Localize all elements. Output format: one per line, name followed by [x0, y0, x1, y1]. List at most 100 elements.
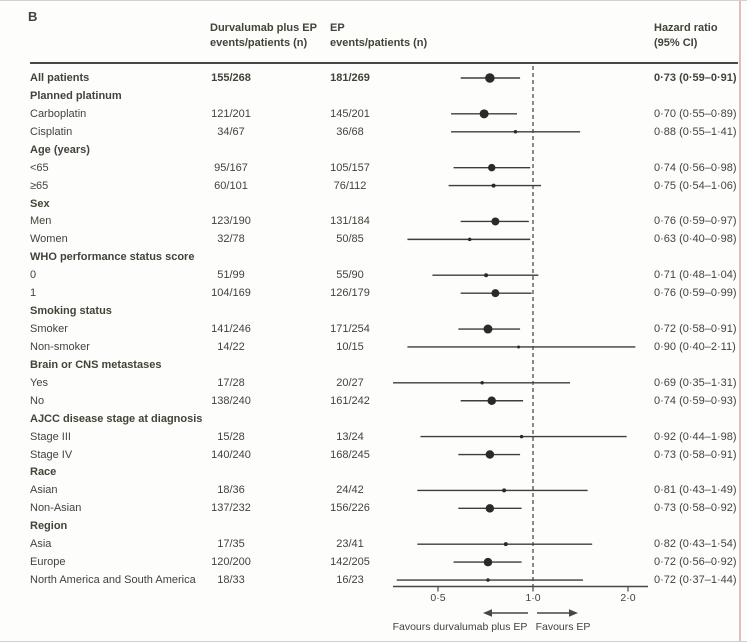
- control-events-value: 13/24: [336, 430, 364, 443]
- column-header-hazard-ratio: Hazard ratio (95% CI): [654, 21, 718, 51]
- subgroup-label: Yes: [30, 376, 48, 389]
- treatment-events-value: 60/101: [214, 179, 248, 192]
- hr-marker: [467, 237, 472, 242]
- hr-marker: [502, 488, 507, 493]
- treatment-events-value: 17/28: [217, 376, 245, 389]
- scan-edge-line: [739, 1, 741, 641]
- treatment-events-value: 141/246: [211, 323, 251, 336]
- treatment-events-value: 155/268: [211, 72, 251, 84]
- hr-marker: [491, 217, 500, 226]
- control-events-value: 168/245: [330, 448, 370, 461]
- hazard-ratio-value: 0·74 (0·56–0·98): [654, 161, 737, 174]
- hr-marker: [517, 345, 521, 349]
- subgroup-label: AJCC disease stage at diagnosis: [30, 412, 203, 425]
- subgroup-label: Stage III: [30, 430, 71, 443]
- hr-marker: [483, 324, 493, 334]
- column-header-control-line2: events/patients (n): [330, 37, 428, 49]
- subgroup-label: Europe: [30, 556, 66, 569]
- column-header-treatment: Durvalumab plus EP events/patients (n): [210, 21, 317, 51]
- hr-marker: [485, 450, 495, 459]
- subgroup-label: Age (years): [30, 143, 90, 156]
- column-header-treatment-line2: events/patients (n): [210, 37, 308, 49]
- control-events-value: 171/254: [330, 323, 370, 336]
- subgroup-label: Non-Asian: [30, 502, 82, 515]
- subgroup-label: Sex: [30, 197, 50, 210]
- favours-left-label: Favours durvalumab plus EP: [392, 621, 528, 633]
- hazard-ratio-value: 0·72 (0·58–0·91): [654, 323, 737, 336]
- subgroup-label: WHO performance status score: [30, 251, 195, 264]
- hr-marker: [487, 163, 496, 172]
- hr-marker: [491, 289, 500, 298]
- hr-marker: [484, 273, 489, 278]
- subgroup-label: North America and South America: [30, 574, 196, 587]
- subgroup-label: Asia: [30, 538, 52, 551]
- hr-marker: [485, 73, 495, 83]
- subgroup-label: Stage IV: [30, 448, 73, 461]
- control-events-value: 16/23: [336, 574, 364, 587]
- hazard-ratio-value: 0·72 (0·56–0·92): [654, 556, 737, 569]
- control-events-value: 126/179: [330, 287, 370, 300]
- treatment-events-value: 104/169: [211, 287, 251, 300]
- treatment-events-value: 34/67: [217, 125, 245, 138]
- favours-right-label: Favours EP: [535, 621, 591, 633]
- treatment-events-value: 15/28: [217, 430, 245, 443]
- hr-marker: [491, 183, 496, 188]
- hr-marker: [487, 396, 496, 405]
- control-events-value: 131/184: [330, 215, 370, 228]
- header-rule: [30, 62, 738, 64]
- subgroup-label: Non-smoker: [30, 340, 90, 353]
- column-header-control-line1: EP: [330, 22, 345, 34]
- hr-marker: [513, 130, 518, 134]
- subgroup-label: Brain or CNS metastases: [30, 358, 162, 371]
- column-header-hazard-line1: Hazard ratio: [654, 22, 718, 34]
- hr-marker: [480, 381, 484, 385]
- control-events-value: 156/226: [330, 502, 370, 515]
- control-events-value: 10/15: [336, 340, 364, 353]
- control-events-value: 161/242: [330, 394, 370, 407]
- hazard-ratio-value: 0·75 (0·54–1·06): [654, 179, 737, 192]
- subgroup-label: No: [30, 394, 45, 407]
- hazard-ratio-value: 0·70 (0·55–0·89): [654, 107, 737, 120]
- subgroup-label: Carboplatin: [30, 107, 87, 120]
- control-events-value: 55/90: [336, 269, 364, 282]
- favours-left-arrowhead: [483, 609, 492, 617]
- subgroup-label: Women: [30, 233, 68, 246]
- control-events-value: 24/42: [336, 484, 364, 497]
- subgroup-label: All patients: [30, 72, 90, 84]
- treatment-events-value: 51/99: [217, 269, 245, 282]
- treatment-events-value: 17/35: [217, 538, 245, 551]
- hazard-ratio-value: 0·90 (0·40–2·11): [654, 340, 736, 353]
- hazard-ratio-value: 0·73 (0·58–0·91): [654, 448, 737, 461]
- hazard-ratio-value: 0·74 (0·59–0·93): [654, 394, 737, 407]
- subgroup-label: ≥65: [30, 179, 49, 192]
- subgroup-label: Smoking status: [30, 305, 112, 318]
- control-events-value: 181/269: [330, 72, 370, 84]
- subgroup-label: Cisplatin: [30, 125, 73, 138]
- control-events-value: 20/27: [336, 376, 364, 389]
- subgroup-label: Smoker: [30, 323, 68, 336]
- treatment-events-value: 138/240: [211, 394, 251, 407]
- control-events-value: 36/68: [336, 125, 364, 138]
- hazard-ratio-value: 0·82 (0·43–1·54): [654, 538, 737, 551]
- hr-marker: [519, 434, 524, 439]
- column-header-control: EP events/patients (n): [330, 21, 427, 51]
- panel-label: B: [28, 9, 38, 24]
- hazard-ratio-value: 0·73 (0·58–0·92): [654, 502, 737, 515]
- hr-marker: [486, 578, 490, 582]
- control-events-value: 142/205: [330, 556, 370, 569]
- subgroup-label: Region: [30, 520, 68, 533]
- treatment-events-value: 123/190: [211, 215, 251, 228]
- subgroup-label: 0: [30, 269, 37, 282]
- favours-right-arrowhead: [569, 609, 578, 617]
- hazard-ratio-value: 0·76 (0·59–0·97): [654, 215, 737, 228]
- axis-tick-label: 2·0: [620, 592, 636, 604]
- control-events-value: 76/112: [333, 179, 367, 192]
- column-header-treatment-line1: Durvalumab plus EP: [210, 22, 317, 34]
- control-events-value: 145/201: [330, 107, 370, 120]
- treatment-events-value: 14/22: [217, 340, 245, 353]
- treatment-events-value: 18/36: [217, 484, 245, 497]
- treatment-events-value: 18/33: [217, 574, 245, 587]
- hr-marker: [483, 557, 493, 567]
- column-header-hazard-line2: (95% CI): [654, 37, 698, 49]
- treatment-events-value: 120/200: [211, 556, 251, 569]
